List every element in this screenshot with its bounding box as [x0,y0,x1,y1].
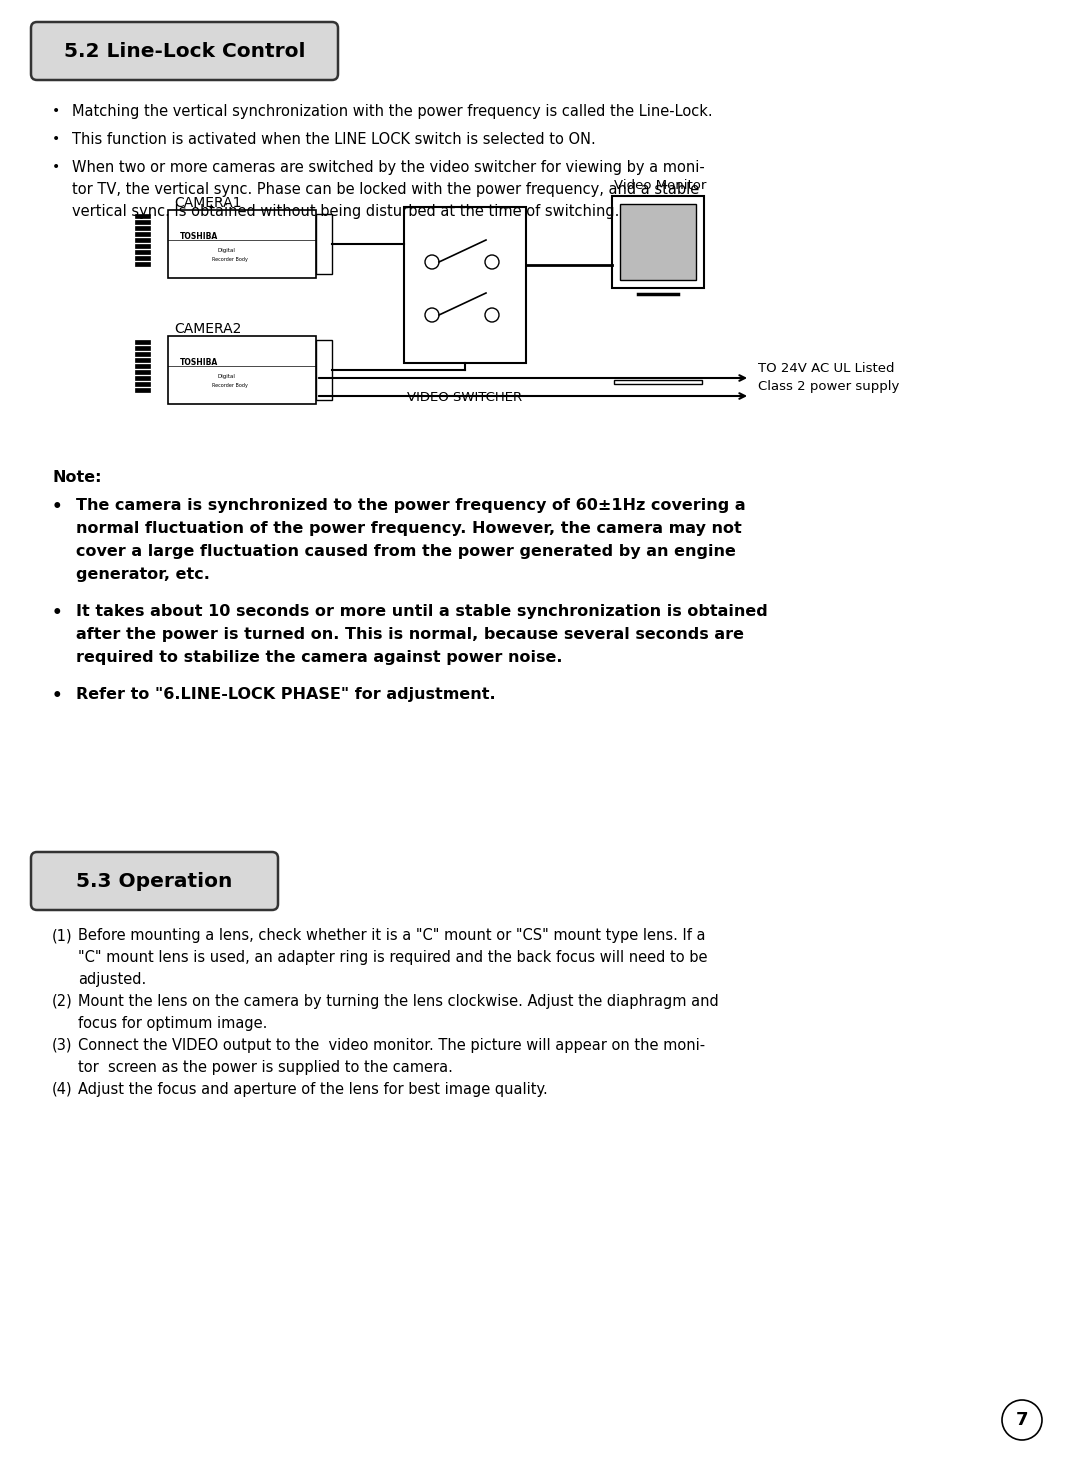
Bar [615,381,702,383]
Bar [135,340,150,344]
Bar [135,243,150,248]
Text: Note:: Note: [52,469,102,486]
Text: Mount the lens on the camera by turning the lens clockwise. Adjust the diaphragm: Mount the lens on the camera by turning … [78,994,719,1009]
Circle shape [485,255,499,268]
FancyBboxPatch shape [31,22,338,80]
Circle shape [426,255,438,268]
Text: It takes about 10 seconds or more until a stable synchronization is obtained: It takes about 10 seconds or more until … [76,604,768,620]
Bar [135,388,150,392]
Circle shape [485,308,499,322]
Bar [316,214,332,274]
Text: •: • [52,104,60,118]
Text: cover a large fluctuation caused from the power generated by an engine: cover a large fluctuation caused from th… [76,544,735,558]
Text: tor  screen as the power is supplied to the camera.: tor screen as the power is supplied to t… [78,1060,453,1075]
Text: (1): (1) [52,927,72,943]
Text: •: • [52,687,63,706]
Text: 7: 7 [1016,1411,1028,1429]
Text: "C" mount lens is used, an adapter ring is required and the back focus will need: "C" mount lens is used, an adapter ring … [78,951,707,965]
Bar [135,220,150,225]
Bar [168,335,316,404]
Text: •: • [52,133,60,146]
Text: Before mounting a lens, check whether it is a "C" mount or "CS" mount type lens.: Before mounting a lens, check whether it… [78,927,705,943]
Text: Digital: Digital [218,248,235,254]
Bar [135,370,150,375]
Bar [135,214,150,219]
Text: focus for optimum image.: focus for optimum image. [78,1016,268,1031]
Bar [135,257,150,260]
Text: adjusted.: adjusted. [78,972,146,987]
Text: (2): (2) [52,994,72,1009]
Text: •: • [52,604,63,623]
Bar [135,232,150,236]
Bar [612,195,704,289]
Text: Refer to "6.LINE-LOCK PHASE" for adjustment.: Refer to "6.LINE-LOCK PHASE" for adjustm… [76,687,496,701]
Text: The camera is synchronized to the power frequency of 60±1Hz covering a: The camera is synchronized to the power … [76,499,745,513]
Text: CAMERA2: CAMERA2 [174,322,242,335]
Bar [135,238,150,242]
Text: Video Monitor: Video Monitor [613,179,706,192]
Text: Digital: Digital [218,375,235,379]
Text: Adjust the focus and aperture of the lens for best image quality.: Adjust the focus and aperture of the len… [78,1082,548,1096]
Text: TOSHIBA: TOSHIBA [180,232,218,241]
Text: VIDEO SWITCHER: VIDEO SWITCHER [407,391,523,404]
Text: When two or more cameras are switched by the video switcher for viewing by a mon: When two or more cameras are switched by… [72,160,705,175]
Bar [135,346,150,350]
Text: This function is activated when the LINE LOCK switch is selected to ON.: This function is activated when the LINE… [72,133,596,147]
Bar [135,359,150,362]
Text: tor TV, the vertical sync. Phase can be locked with the power frequency, and a s: tor TV, the vertical sync. Phase can be … [72,182,699,197]
Bar [135,249,150,254]
Bar [135,262,150,265]
Bar [135,351,150,356]
Text: generator, etc.: generator, etc. [76,567,210,582]
Text: •: • [52,499,63,516]
Text: Matching the vertical synchronization with the power frequency is called the Lin: Matching the vertical synchronization wi… [72,104,713,120]
Circle shape [1002,1400,1042,1441]
Text: (4): (4) [52,1082,72,1096]
Text: normal fluctuation of the power frequency. However, the camera may not: normal fluctuation of the power frequenc… [76,521,742,537]
Text: TO 24V AC UL Listed: TO 24V AC UL Listed [758,362,894,375]
Bar [620,204,696,280]
Text: vertical sync. Is obtained without being disturbed at the time of switching.: vertical sync. Is obtained without being… [72,204,619,219]
Bar [135,226,150,230]
Text: Recorder Body: Recorder Body [212,257,248,262]
Text: Class 2 power supply: Class 2 power supply [758,381,900,394]
Circle shape [426,308,438,322]
Text: after the power is turned on. This is normal, because several seconds are: after the power is turned on. This is no… [76,627,744,642]
Text: 5.2 Line-Lock Control: 5.2 Line-Lock Control [64,41,306,60]
Bar [135,382,150,386]
Text: CAMERA1: CAMERA1 [174,195,242,210]
Text: Connect the VIDEO output to the  video monitor. The picture will appear on the m: Connect the VIDEO output to the video mo… [78,1038,705,1053]
Text: 5.3 Operation: 5.3 Operation [77,872,232,891]
Bar [168,210,316,278]
FancyBboxPatch shape [31,851,278,910]
Bar [316,340,332,399]
Text: required to stabilize the camera against power noise.: required to stabilize the camera against… [76,650,563,665]
Text: Recorder Body: Recorder Body [212,383,248,388]
Bar [404,207,526,363]
Bar [135,376,150,381]
Text: •: • [52,160,60,174]
Bar [135,364,150,367]
Text: (3): (3) [52,1038,72,1053]
Text: TOSHIBA: TOSHIBA [180,359,218,367]
